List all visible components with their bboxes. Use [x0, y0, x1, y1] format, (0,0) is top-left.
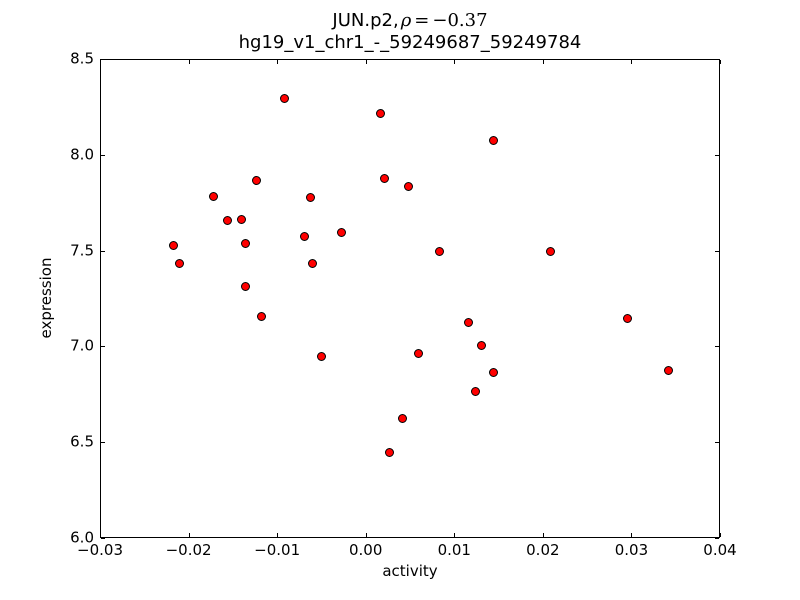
- data-point: [385, 448, 395, 458]
- data-point: [477, 340, 487, 350]
- x-tick-label: 0.01: [437, 541, 471, 559]
- x-tick-label: −0.01: [254, 541, 301, 559]
- data-point: [434, 247, 444, 257]
- data-point: [252, 176, 262, 186]
- x-tick-label: 0.00: [349, 541, 383, 559]
- x-tick-label: 0.02: [526, 541, 560, 559]
- y-tick-mark-right: [715, 250, 719, 252]
- y-tick-mark-right: [715, 346, 719, 348]
- data-point: [488, 135, 498, 145]
- y-tick-mark: [101, 538, 105, 539]
- x-tick-mark: [100, 533, 101, 537]
- y-tick-mark: [101, 59, 105, 60]
- data-point: [308, 258, 318, 268]
- rho-value: −0.37: [432, 10, 488, 31]
- y-tick-mark-right: [715, 538, 719, 539]
- data-point: [317, 352, 327, 362]
- y-tick-mark: [101, 154, 105, 156]
- data-point: [300, 231, 310, 241]
- data-point: [464, 317, 474, 327]
- y-tick-label: 7.0: [70, 336, 94, 355]
- data-point: [414, 348, 424, 358]
- y-tick-mark-right: [715, 442, 719, 444]
- x-tick-label: −0.03: [77, 541, 123, 559]
- data-point: [305, 193, 315, 203]
- y-tick-label: 7.5: [70, 241, 94, 260]
- x-tick-label: −0.02: [165, 541, 212, 559]
- data-point: [237, 214, 247, 224]
- data-point: [240, 239, 250, 249]
- x-tick-mark: [631, 533, 633, 537]
- data-point: [471, 386, 481, 396]
- data-point: [403, 181, 413, 191]
- chart-title-gene: JUN.p2,: [332, 10, 399, 31]
- x-tick-mark-top: [365, 60, 367, 64]
- y-tick-label: 8.0: [70, 145, 94, 164]
- rho-symbol: ρ: [400, 10, 412, 31]
- y-tick-mark-right: [715, 59, 719, 60]
- data-point: [379, 174, 389, 184]
- y-tick-mark: [101, 442, 105, 444]
- data-point: [337, 227, 347, 237]
- y-tick-mark-right: [715, 154, 719, 156]
- data-point: [208, 191, 218, 201]
- data-point: [169, 241, 179, 251]
- x-tick-label: 0.03: [614, 541, 649, 559]
- data-point: [256, 312, 266, 322]
- y-axis-label: expression: [37, 257, 55, 339]
- y-tick-mark: [101, 346, 105, 348]
- data-point: [488, 367, 498, 377]
- x-tick-label: 0.04: [703, 541, 737, 559]
- data-point: [397, 413, 407, 423]
- x-tick-mark-top: [188, 60, 190, 64]
- x-tick-mark: [454, 533, 456, 537]
- x-tick-mark: [277, 533, 279, 537]
- x-tick-mark-top: [631, 60, 633, 64]
- y-tick-label: 6.5: [70, 432, 94, 451]
- y-tick-mark: [101, 250, 105, 252]
- y-tick-label: 8.5: [70, 49, 94, 68]
- chart-subtitle: hg19_v1_chr1_-_59249687_59249784: [238, 32, 582, 53]
- data-point: [622, 314, 632, 324]
- data-point: [376, 109, 386, 119]
- x-tick-mark: [188, 533, 190, 537]
- y-tick-label: 6.0: [70, 528, 94, 547]
- x-tick-mark-top: [100, 60, 101, 64]
- x-axis-label: activity: [382, 562, 438, 580]
- x-tick-mark-top: [720, 60, 721, 64]
- data-point: [546, 247, 556, 257]
- data-point: [175, 258, 185, 268]
- x-tick-mark: [542, 533, 544, 537]
- chart-title: JUN.p2, ρ = −0.37: [100, 10, 720, 31]
- x-tick-mark: [365, 533, 367, 537]
- x-tick-mark-top: [542, 60, 544, 64]
- data-point: [223, 216, 233, 226]
- x-tick-mark-top: [454, 60, 456, 64]
- rho-equals: =: [414, 10, 430, 31]
- plot-area: [100, 59, 721, 539]
- x-tick-mark: [720, 533, 721, 537]
- data-point: [240, 281, 250, 291]
- x-tick-mark-top: [277, 60, 279, 64]
- data-point: [664, 365, 674, 375]
- data-point: [279, 93, 289, 103]
